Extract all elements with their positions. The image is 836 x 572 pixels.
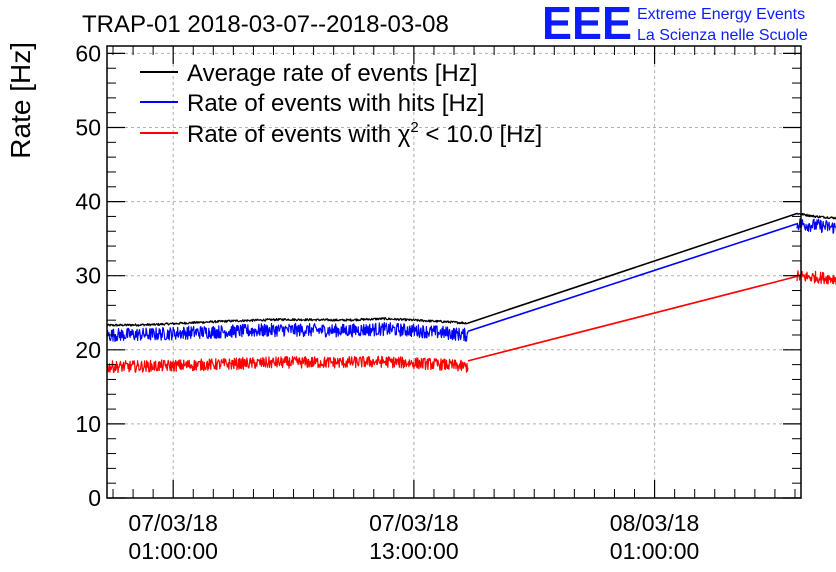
y-tick-labels: 0 10 20 30 40 50 60	[75, 40, 101, 511]
legend-label-hits: Rate of events with hits [Hz]	[187, 90, 484, 117]
y-axis-label: Rate [Hz]	[5, 42, 36, 159]
series-line-segment	[796, 270, 836, 286]
legend-chi2-post: < 10.0 [Hz]	[419, 121, 542, 148]
x-tick-label: 07/03/18	[128, 510, 218, 536]
x-tick-label: 01:00:00	[128, 538, 218, 564]
eee-logo: EEE Extreme Energy Events La Scienza nel…	[542, 0, 808, 49]
series-line-segment	[796, 218, 836, 234]
legend: Average rate of events [Hz] Rate of even…	[140, 60, 542, 148]
y-tick-label: 20	[75, 337, 101, 363]
y-tick-label: 60	[75, 40, 101, 66]
legend-chi2-pre: Rate of events with	[187, 121, 398, 148]
series-line-segment	[467, 223, 798, 333]
y-tick-label: 40	[75, 189, 101, 215]
y-tick-label: 50	[75, 115, 101, 141]
series-line-segment	[106, 317, 469, 327]
x-tick-labels: 07/03/1801:00:0007/03/1813:00:0008/03/18…	[128, 510, 700, 564]
series-line-segment	[467, 212, 798, 324]
x-tick-label: 13:00:00	[369, 538, 459, 564]
y-tick-label: 10	[75, 411, 101, 437]
legend-chi2-symbol: χ	[398, 121, 411, 148]
grid-layer	[107, 46, 801, 498]
logo-line-2: La Scienza nelle Scuole	[637, 27, 808, 44]
axis-ticks	[107, 46, 801, 499]
x-tick-label: 01:00:00	[610, 538, 700, 564]
series-layer	[106, 212, 836, 374]
series-line-segment	[467, 275, 798, 362]
x-tick-label: 08/03/18	[610, 510, 700, 536]
series-average	[106, 212, 836, 327]
series-line-segment	[106, 355, 469, 374]
series-chi2	[106, 270, 836, 374]
legend-label-chi2: Rate of events with χ2 < 10.0 [Hz]	[187, 119, 542, 148]
chart-title: TRAP-01 2018-03-07--2018-03-08	[82, 11, 449, 38]
legend-chi2-sup: 2	[410, 119, 418, 136]
legend-label-average: Average rate of events [Hz]	[187, 60, 477, 87]
y-tick-label: 0	[88, 485, 101, 511]
series-line-segment	[106, 322, 469, 343]
y-tick-label: 30	[75, 263, 101, 289]
logo-line-1: Extreme Energy Events	[637, 6, 805, 23]
series-line-segment	[796, 212, 836, 220]
series-hits	[106, 218, 836, 343]
logo-mark: EEE	[542, 0, 632, 49]
x-tick-label: 07/03/18	[369, 510, 459, 536]
